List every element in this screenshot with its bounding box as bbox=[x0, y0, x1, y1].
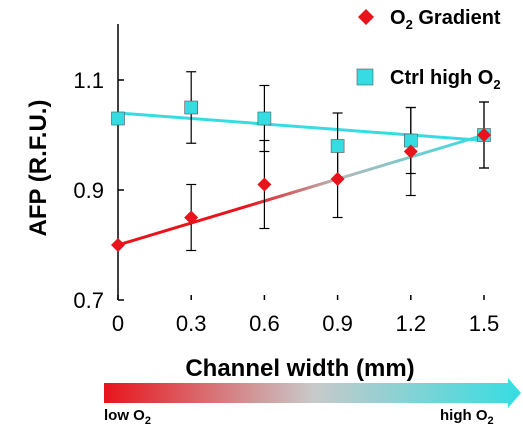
legend: O2 Gradient Ctrl high O2 bbox=[356, 7, 501, 92]
o2-gradient-point bbox=[184, 210, 199, 225]
x-tick-label: 0.9 bbox=[322, 311, 353, 336]
x-tick-label: 0.3 bbox=[176, 311, 207, 336]
o2-gradient-point bbox=[330, 172, 345, 186]
x-tick-label: 0 bbox=[112, 311, 124, 336]
low-o2-label: low O2 bbox=[104, 407, 151, 427]
o2-gradient-point bbox=[403, 144, 418, 159]
legend-entry-o2-gradient: O2 Gradient bbox=[358, 7, 501, 32]
data-points bbox=[111, 100, 491, 252]
oxygen-gradient-bar: low O2 high O2 bbox=[104, 378, 521, 427]
high-o2-label: high O2 bbox=[440, 407, 494, 427]
legend-diamond-marker bbox=[358, 9, 374, 25]
o2-gradient-point bbox=[111, 238, 125, 252]
x-axis-title: Channel width (mm) bbox=[185, 355, 414, 382]
x-tick-label: 0.6 bbox=[249, 311, 280, 336]
legend-entry-ctrl-high-o2: Ctrl high O2 bbox=[356, 67, 501, 92]
x-tick-label: 1.2 bbox=[396, 311, 427, 336]
o2-gradient-point bbox=[257, 177, 272, 192]
legend-label-o2-gradient: O2 Gradient bbox=[390, 7, 501, 32]
trend-line-ctrl-high-o2 bbox=[117, 111, 485, 142]
x-tick-label: 1.5 bbox=[469, 311, 500, 336]
trend-lines bbox=[117, 111, 485, 247]
y-tick-label: 0.7 bbox=[73, 288, 104, 313]
error-bars bbox=[186, 71, 489, 252]
o2-gradient-point bbox=[477, 128, 491, 142]
axis-ticks: 0 0.3 0.6 0.9 1.2 1.5 0.7 0.9 1.1 bbox=[73, 68, 499, 336]
ctrl-high-o2-point bbox=[257, 111, 272, 126]
trend-line-o2-gradient bbox=[117, 133, 485, 247]
ctrl-high-o2-point bbox=[330, 139, 345, 153]
y-tick-label: 0.9 bbox=[73, 178, 104, 203]
ctrl-high-o2-point bbox=[111, 111, 125, 126]
y-tick-label: 1.1 bbox=[73, 68, 104, 93]
legend-square-marker bbox=[356, 68, 374, 86]
y-axis-title: AFP (R.F.U.) bbox=[25, 100, 52, 237]
legend-label-ctrl-high-o2: Ctrl high O2 bbox=[390, 67, 501, 92]
gradient-arrow bbox=[104, 378, 521, 408]
ctrl-high-o2-point bbox=[184, 100, 198, 115]
